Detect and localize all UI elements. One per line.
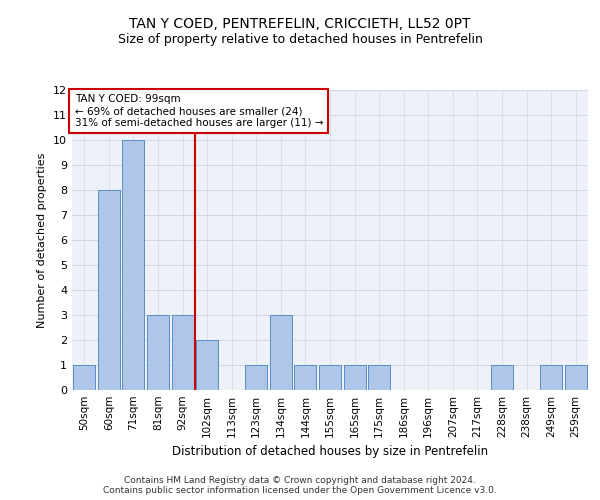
Bar xyxy=(147,315,169,390)
Bar xyxy=(319,365,341,390)
Bar xyxy=(196,340,218,390)
Bar xyxy=(98,190,120,390)
Bar xyxy=(245,365,268,390)
Y-axis label: Number of detached properties: Number of detached properties xyxy=(37,152,47,328)
Bar xyxy=(491,365,513,390)
Bar xyxy=(368,365,390,390)
Bar xyxy=(270,315,292,390)
Bar xyxy=(73,365,95,390)
Text: TAN Y COED: 99sqm
← 69% of detached houses are smaller (24)
31% of semi-detached: TAN Y COED: 99sqm ← 69% of detached hous… xyxy=(74,94,323,128)
Bar xyxy=(295,365,316,390)
Bar xyxy=(122,140,145,390)
Bar xyxy=(172,315,194,390)
Text: Contains HM Land Registry data © Crown copyright and database right 2024.
Contai: Contains HM Land Registry data © Crown c… xyxy=(103,476,497,495)
Bar xyxy=(565,365,587,390)
Bar xyxy=(344,365,365,390)
Bar xyxy=(540,365,562,390)
X-axis label: Distribution of detached houses by size in Pentrefelin: Distribution of detached houses by size … xyxy=(172,446,488,458)
Text: Size of property relative to detached houses in Pentrefelin: Size of property relative to detached ho… xyxy=(118,32,482,46)
Text: TAN Y COED, PENTREFELIN, CRICCIETH, LL52 0PT: TAN Y COED, PENTREFELIN, CRICCIETH, LL52… xyxy=(129,18,471,32)
